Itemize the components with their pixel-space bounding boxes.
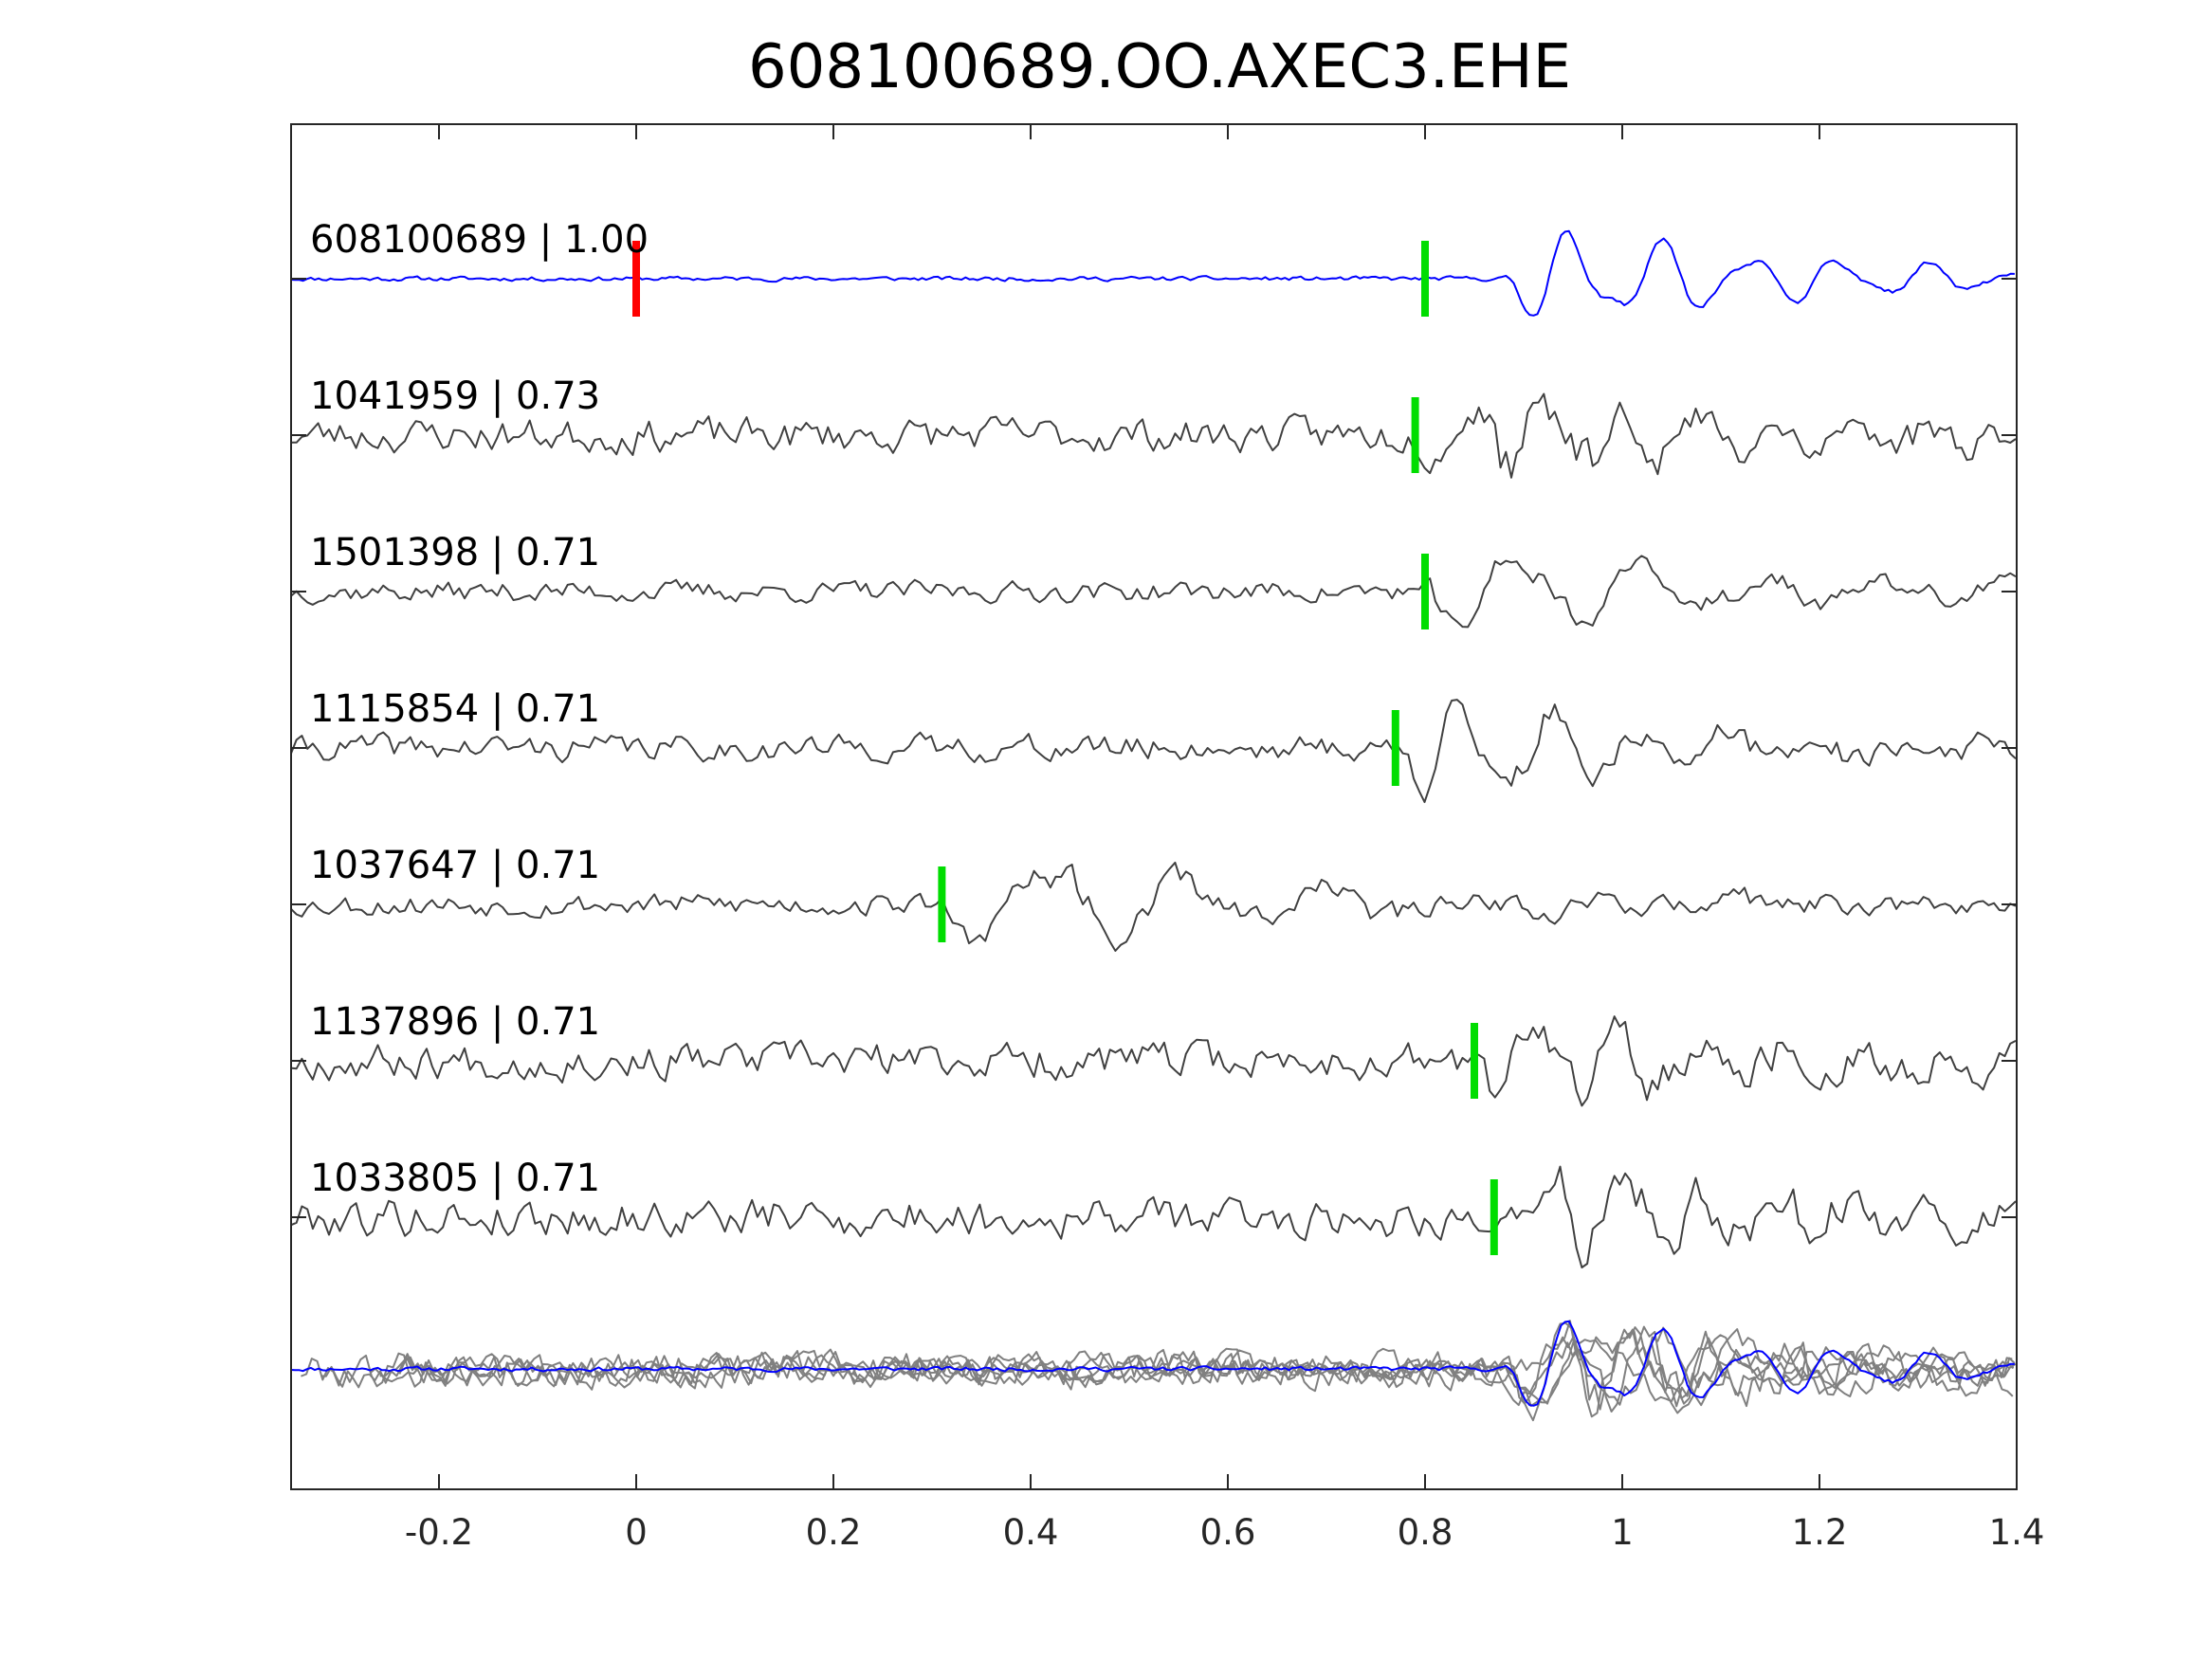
trace-line-1137896 <box>290 1015 2017 1107</box>
trace-line-1041959 <box>291 392 2017 479</box>
x-tick-label: 0.2 <box>806 1512 862 1553</box>
trace-line-608100689 <box>290 229 2015 317</box>
trace-label-1033805: 1033805 | 0.71 <box>310 1157 600 1200</box>
chart-title: 608100689.OO.AXEC3.EHE <box>748 32 1571 102</box>
x-tick-label: 0.6 <box>1200 1512 1256 1553</box>
trace-label-1501398: 1501398 | 0.71 <box>310 531 600 574</box>
trace-label-1041959: 1041959 | 0.73 <box>310 374 600 418</box>
x-tick-label: 1 <box>1611 1512 1634 1553</box>
trace-line-1501398 <box>290 555 2017 629</box>
x-tick-label: 1.2 <box>1792 1512 1848 1553</box>
trace-line-1037647 <box>290 861 2017 952</box>
axes-frame <box>290 123 2018 1490</box>
x-tick-label: -0.2 <box>405 1512 473 1553</box>
traces-layer <box>290 229 2017 1268</box>
x-tick-label: 1.4 <box>1989 1512 2045 1553</box>
x-axis-ticks: -0.2 0 0.2 0.4 0.6 0.8 1 1.2 1.4 <box>405 124 2045 1553</box>
overlay-trace-1037647 <box>852 1328 2015 1414</box>
trace-label-1037647: 1037647 | 0.71 <box>310 844 600 887</box>
markers-layer <box>632 241 1498 1255</box>
x-tick-label: 0 <box>625 1512 648 1553</box>
trace-label-608100689: 608100689 | 1.00 <box>310 218 649 262</box>
overlay-trace-1137896 <box>320 1325 2014 1413</box>
overlay-layer <box>290 1320 2017 1422</box>
trace-label-1115854: 1115854 | 0.71 <box>310 687 600 731</box>
trace-line-1033805 <box>290 1165 2017 1268</box>
x-tick-label: 0.4 <box>1003 1512 1059 1553</box>
overlay-template-trace <box>290 1320 2015 1407</box>
overlay-trace-1033805 <box>301 1320 2016 1418</box>
trace-label-1137896: 1137896 | 0.71 <box>310 1000 600 1044</box>
trace-line-1115854 <box>290 699 2017 804</box>
x-tick-label: 0.8 <box>1398 1512 1453 1553</box>
labels-layer: 608100689 | 1.00 1041959 | 0.73 1501398 | … <box>310 218 649 1200</box>
